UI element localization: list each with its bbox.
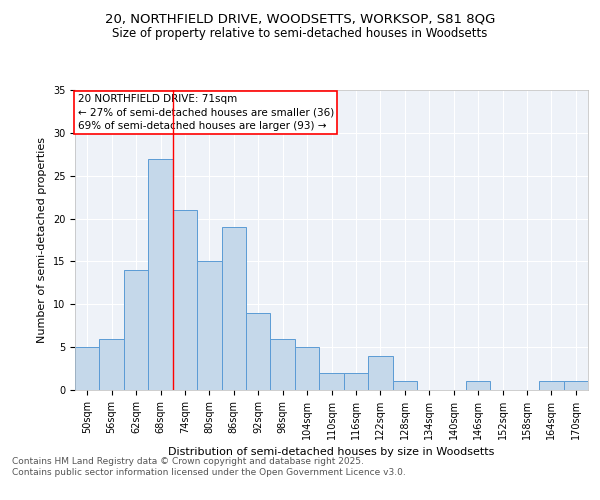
- Bar: [319, 373, 344, 390]
- Bar: [124, 270, 148, 390]
- Text: Size of property relative to semi-detached houses in Woodsetts: Size of property relative to semi-detach…: [112, 28, 488, 40]
- Text: Contains HM Land Registry data © Crown copyright and database right 2025.
Contai: Contains HM Land Registry data © Crown c…: [12, 458, 406, 477]
- Bar: [295, 347, 319, 390]
- Bar: [148, 158, 173, 390]
- Bar: [368, 356, 392, 390]
- Bar: [221, 227, 246, 390]
- Bar: [246, 313, 271, 390]
- Bar: [173, 210, 197, 390]
- Bar: [344, 373, 368, 390]
- Bar: [539, 382, 563, 390]
- Text: 20 NORTHFIELD DRIVE: 71sqm
← 27% of semi-detached houses are smaller (36)
69% of: 20 NORTHFIELD DRIVE: 71sqm ← 27% of semi…: [77, 94, 334, 131]
- Bar: [563, 382, 588, 390]
- Bar: [75, 347, 100, 390]
- Bar: [466, 382, 490, 390]
- X-axis label: Distribution of semi-detached houses by size in Woodsetts: Distribution of semi-detached houses by …: [169, 448, 494, 458]
- Bar: [271, 338, 295, 390]
- Bar: [197, 262, 221, 390]
- Text: 20, NORTHFIELD DRIVE, WOODSETTS, WORKSOP, S81 8QG: 20, NORTHFIELD DRIVE, WOODSETTS, WORKSOP…: [105, 12, 495, 26]
- Bar: [100, 338, 124, 390]
- Bar: [392, 382, 417, 390]
- Y-axis label: Number of semi-detached properties: Number of semi-detached properties: [37, 137, 47, 343]
